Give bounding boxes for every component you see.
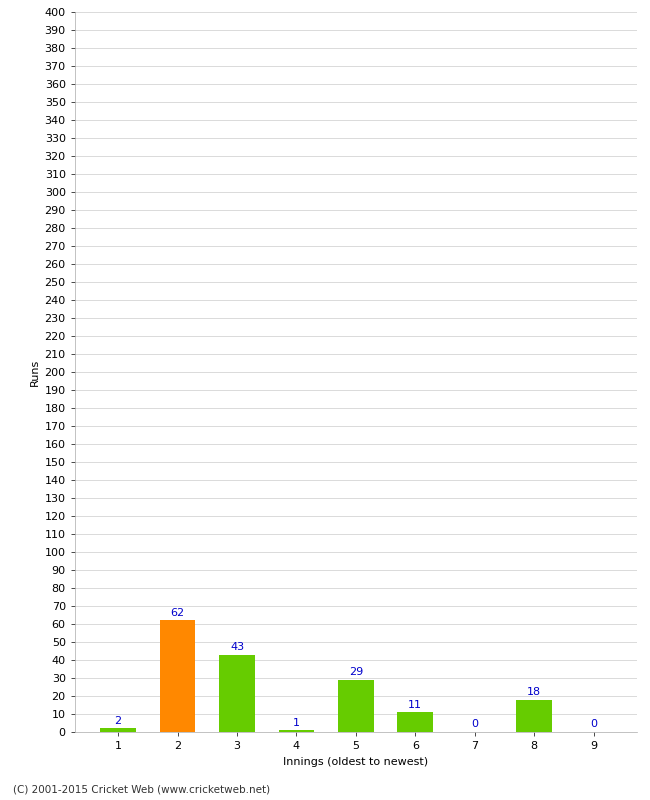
Text: 62: 62: [170, 608, 185, 618]
Text: 11: 11: [408, 699, 422, 710]
Bar: [338, 680, 374, 732]
Text: 0: 0: [471, 719, 478, 730]
Text: 0: 0: [590, 719, 597, 730]
Y-axis label: Runs: Runs: [31, 358, 40, 386]
Text: 29: 29: [349, 667, 363, 677]
Text: 2: 2: [114, 716, 122, 726]
Bar: [160, 621, 196, 732]
Bar: [100, 729, 136, 732]
Text: (C) 2001-2015 Cricket Web (www.cricketweb.net): (C) 2001-2015 Cricket Web (www.cricketwe…: [13, 784, 270, 794]
Text: 18: 18: [527, 687, 541, 697]
Bar: [219, 654, 255, 732]
Text: 43: 43: [230, 642, 244, 652]
Bar: [279, 730, 314, 732]
Bar: [516, 699, 552, 732]
Text: 1: 1: [293, 718, 300, 727]
Bar: [398, 712, 433, 732]
X-axis label: Innings (oldest to newest): Innings (oldest to newest): [283, 757, 428, 766]
